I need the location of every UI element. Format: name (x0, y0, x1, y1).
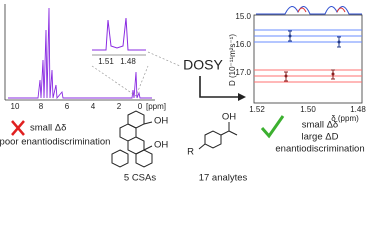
cross-icon (11, 120, 25, 136)
y-tick-label: 15.0 (235, 12, 251, 21)
dosy-trace-blue (256, 6, 362, 15)
check-icon (260, 115, 285, 139)
graphical-abstract: 10 8 6 4 2 0 [ppm] 1.51 1.48 DOSY (0, 4, 366, 184)
inset: 1.51 1.48 (91, 17, 181, 97)
spectrum-tick: 4 (91, 102, 96, 111)
zoom-lines (91, 65, 149, 97)
bad-text: small Δδ (30, 123, 66, 134)
csa-count: 5 CSAs (124, 173, 156, 184)
r-label: R (187, 147, 194, 158)
good-text: large ΔD (302, 132, 339, 143)
spectrum-unit: [ppm] (146, 102, 166, 111)
spectrum-trace (8, 7, 152, 100)
point (288, 34, 292, 38)
dosy-plot: 15.0 16.0 17.0 1.52 1.50 1.48 δ (ppm) D … (228, 6, 366, 123)
x-axis-label: δ (ppm) (331, 114, 359, 123)
nmr-spectrum: 10 8 6 4 2 0 [ppm] (4, 4, 166, 111)
inset-trace (92, 17, 146, 51)
analyte-count: 17 analytes (199, 173, 248, 184)
oh-label: OH (154, 116, 168, 127)
spectrum-tick: 10 (11, 102, 20, 111)
inset-tick: 1.51 (98, 57, 114, 66)
zoom-link (147, 51, 181, 67)
oh-label: OH (222, 112, 236, 123)
spectrum-tick: 8 (39, 102, 44, 111)
spectrum-tick: 6 (65, 102, 70, 111)
y-tick-label: 17.0 (235, 68, 251, 77)
good-text: enantiodiscrimination (275, 144, 364, 155)
x-tick-label: 1.50 (300, 105, 316, 114)
inset-tick: 1.48 (120, 57, 136, 66)
spectrum-tick: 0 (138, 102, 143, 111)
point (337, 40, 341, 44)
x-tick-label: 1.48 (350, 105, 366, 114)
y-tick-label: 16.0 (235, 40, 251, 49)
dosy-label: DOSY (183, 57, 223, 73)
good-text: small Δδ (302, 120, 338, 131)
dosy-trace-red (297, 7, 346, 13)
plot-frame (253, 14, 363, 104)
y-axis-label: D (10⁻¹¹m²s⁻¹) (228, 34, 237, 86)
x-tick-label: 1.52 (249, 105, 265, 114)
csa-structure (111, 110, 153, 168)
arrow (199, 76, 240, 98)
bad-text: poor enantiodiscrimination (0, 137, 110, 148)
analyte-structure (198, 122, 238, 150)
spectrum-tick: 2 (117, 102, 122, 111)
arrow-head (238, 93, 246, 101)
point (331, 72, 335, 76)
point (284, 74, 288, 78)
oh-label: OH (154, 140, 168, 151)
